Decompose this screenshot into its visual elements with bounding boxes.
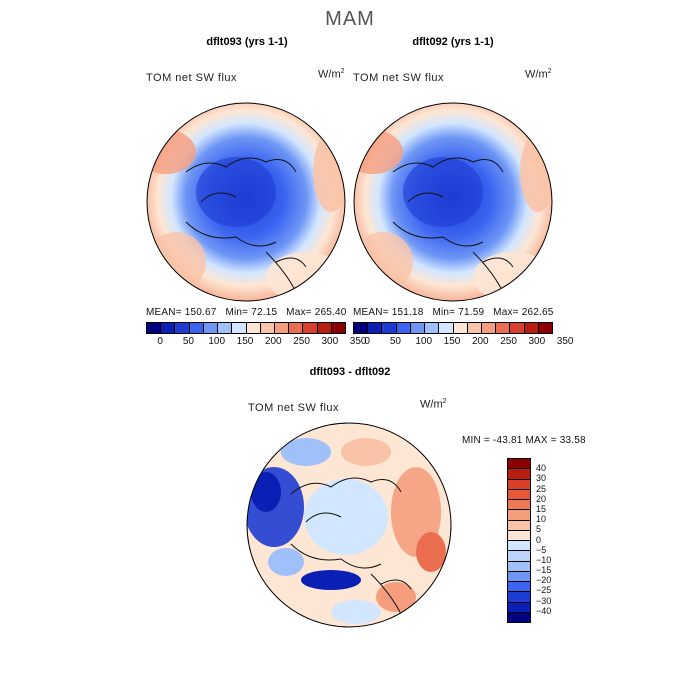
colorbar-swatch <box>303 323 318 333</box>
panel-1-unit: W/m2 <box>318 68 345 81</box>
plot-title: MAM <box>325 8 375 30</box>
diff-panel-stats: MIN = -43.81 MAX = 33.58 <box>462 435 586 446</box>
colorbar-tick-label: 100 <box>208 336 226 347</box>
colorbar-swatch <box>382 323 397 333</box>
panel-2-polar-map <box>353 102 553 302</box>
colorbar-swatch <box>508 510 530 521</box>
colorbar-swatch <box>508 582 530 593</box>
colorbar-tick-label: 350 <box>349 336 367 347</box>
panel-1-colorbar-ticks: 0 50 100 150 200 250 300 350 <box>146 336 366 350</box>
panel-2-variable-label: TOM net SW flux <box>353 72 445 84</box>
diff-panel-variable-label: TOM net SW flux <box>248 402 340 414</box>
colorbar-swatch <box>508 469 530 480</box>
colorbar-tick-label: 50 <box>182 336 194 347</box>
colorbar-swatch <box>147 323 162 333</box>
colorbar-swatch <box>481 323 497 333</box>
colorbar-swatch <box>496 323 511 333</box>
colorbar-swatch <box>203 323 219 333</box>
colorbar-swatch <box>508 551 530 562</box>
colorbar-swatch <box>317 323 332 333</box>
colorbar-tick-label: 0 <box>157 336 163 347</box>
colorbar-tick-label: 200 <box>471 336 489 347</box>
panel-1-polar-map <box>146 102 346 302</box>
colorbar-tick-label: −25 <box>536 585 552 596</box>
colorbar-swatch <box>453 323 468 333</box>
panel-2-colorbar-ticks: 0 50 100 150 200 250 300 350 <box>353 336 573 350</box>
colorbar-swatch <box>218 323 233 333</box>
colorbar-swatch <box>189 323 204 333</box>
colorbar-swatch <box>467 323 482 333</box>
colorbar-swatch <box>538 323 553 333</box>
colorbar-swatch <box>508 530 530 541</box>
colorbar-swatch <box>396 323 411 333</box>
colorbar-tick-label: −10 <box>536 554 552 565</box>
colorbar-tick-label: 50 <box>389 336 401 347</box>
colorbar-swatch <box>232 323 247 333</box>
colorbar-swatch <box>368 323 383 333</box>
colorbar-tick-label: 20 <box>536 493 547 504</box>
colorbar-swatch <box>524 323 539 333</box>
colorbar-swatch <box>508 561 530 572</box>
diff-colorbar <box>507 458 531 623</box>
panel-2-colorbar <box>353 322 553 334</box>
colorbar-tick-label: −5 <box>536 544 547 555</box>
colorbar-tick-label: 250 <box>500 336 517 347</box>
colorbar-tick-label: −40 <box>536 605 552 616</box>
panel-1-stats: MEAN= 150.67 Min= 72.15 Max= 265.40 <box>146 307 347 318</box>
colorbar-tick-label: 40 <box>536 463 547 474</box>
colorbar-swatch <box>161 323 176 333</box>
colorbar-swatch <box>508 459 530 470</box>
panel-1-variable-label: TOM net SW flux <box>146 72 238 84</box>
diff-panel-title: dflt093 - dflt092 <box>309 366 391 378</box>
colorbar-swatch <box>246 323 261 333</box>
colorbar-swatch <box>510 323 525 333</box>
colorbar-tick-label: 300 <box>321 336 339 347</box>
colorbar-swatch <box>508 602 530 613</box>
colorbar-tick-label: −20 <box>536 575 552 586</box>
colorbar-tick-label: 150 <box>443 336 461 347</box>
colorbar-tick-label: 10 <box>536 514 547 525</box>
colorbar-swatch <box>175 323 190 333</box>
colorbar-swatch <box>508 571 530 582</box>
colorbar-tick-label: −15 <box>536 565 552 576</box>
colorbar-tick-label: 25 <box>536 483 547 494</box>
colorbar-tick-label: 300 <box>528 336 546 347</box>
colorbar-swatch <box>274 323 290 333</box>
colorbar-swatch <box>508 489 530 500</box>
diff-panel-unit: W/m2 <box>420 398 447 411</box>
colorbar-tick-label: 30 <box>536 473 547 484</box>
colorbar-swatch <box>410 323 426 333</box>
colorbar-tick-label: 150 <box>236 336 254 347</box>
colorbar-swatch <box>439 323 454 333</box>
colorbar-tick-label: 250 <box>293 336 310 347</box>
colorbar-swatch <box>508 592 530 603</box>
colorbar-tick-label: 100 <box>415 336 433 347</box>
colorbar-swatch <box>425 323 440 333</box>
colorbar-swatch <box>289 323 304 333</box>
panel-1-colorbar <box>146 322 346 334</box>
colorbar-swatch <box>260 323 275 333</box>
colorbar-tick-label: 15 <box>536 503 547 514</box>
colorbar-tick-label: −30 <box>536 595 552 606</box>
colorbar-swatch <box>354 323 369 333</box>
colorbar-tick-label: 5 <box>536 524 542 535</box>
panel-2-unit: W/m2 <box>525 68 552 81</box>
colorbar-tick-label: 350 <box>556 336 574 347</box>
panel-2-title: dflt092 (yrs 1-1) <box>412 36 494 48</box>
colorbar-tick-label: 200 <box>264 336 282 347</box>
diff-panel-polar-map <box>246 422 452 628</box>
colorbar-swatch <box>508 520 530 531</box>
panel-2-stats: MEAN= 151.18 Min= 71.59 Max= 262.65 <box>353 307 554 318</box>
colorbar-swatch <box>508 500 530 511</box>
colorbar-tick-label: 0 <box>536 534 542 545</box>
colorbar-swatch <box>508 479 530 490</box>
colorbar-swatch <box>508 541 530 552</box>
colorbar-swatch <box>331 323 346 333</box>
panel-1-title: dflt093 (yrs 1-1) <box>206 36 288 48</box>
colorbar-swatch <box>508 612 530 622</box>
colorbar-tick-label: 0 <box>364 336 370 347</box>
